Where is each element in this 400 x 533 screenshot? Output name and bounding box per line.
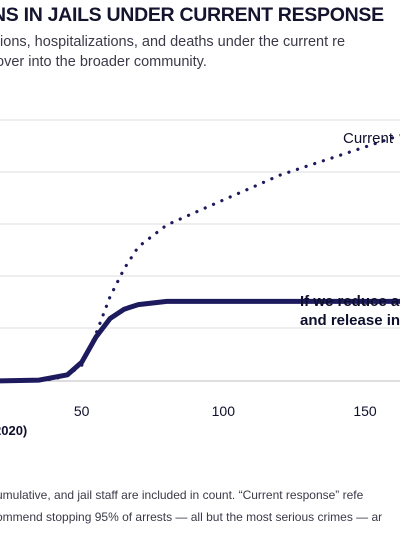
footnote-line-1: umulative, and jail staff are included i… xyxy=(0,488,364,502)
subtitle-line-2: over into the broader community. xyxy=(0,54,207,70)
series-label-current: Current xyxy=(343,130,394,147)
series-labels: Current If we reduce a and release in xyxy=(300,130,400,329)
x-tick-label: 100 xyxy=(212,403,236,419)
series-label-reduced: If we reduce a and release in xyxy=(300,293,400,329)
x-axis-ticks: 50 100 150 xyxy=(74,403,377,419)
gridlines xyxy=(0,119,400,382)
chart-title: NS IN JAILS UNDER CURRENT RESPONSE xyxy=(0,4,384,26)
series-line-reduced xyxy=(0,298,400,384)
x-tick-label: 50 xyxy=(74,403,90,419)
chart-subtitle: tions, hospitalizations, and deaths unde… xyxy=(0,32,345,72)
footnote: umulative, and jail staff are included i… xyxy=(0,484,382,528)
x-axis-fragment-label: 2020) xyxy=(0,423,27,438)
series-label-reduced-line: If we reduce a xyxy=(300,293,400,310)
subtitle-line-1: tions, hospitalizations, and deaths unde… xyxy=(0,34,346,50)
series-label-reduced-line: and release in xyxy=(300,312,400,329)
series-layer xyxy=(0,133,400,384)
x-tick-label: 150 xyxy=(353,403,377,419)
series-line-current xyxy=(0,133,400,383)
footnote-line-2: ommend stopping 95% of arrests — all but… xyxy=(0,510,383,524)
